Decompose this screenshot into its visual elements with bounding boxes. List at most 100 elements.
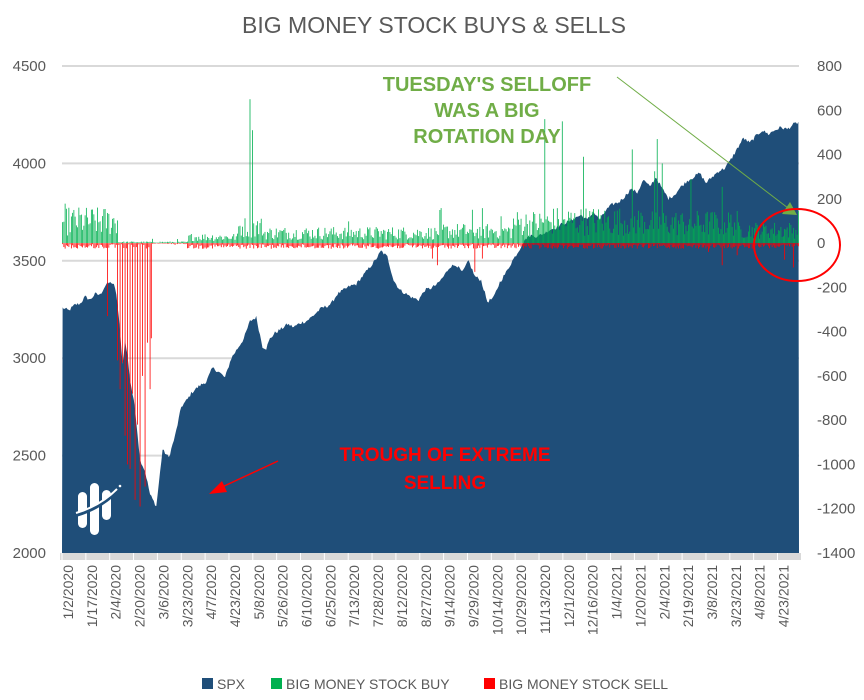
sell-bar <box>98 243 100 248</box>
sell-bar <box>323 243 325 248</box>
sell-bar <box>511 243 513 246</box>
sell-bar <box>668 243 669 248</box>
sell-bar <box>352 243 353 246</box>
buy-bar <box>193 241 195 244</box>
buy-bar <box>107 212 108 244</box>
sell-bar <box>631 243 633 248</box>
buy-bar <box>456 224 458 244</box>
sell-bar <box>534 243 536 245</box>
sell-bar <box>245 243 247 249</box>
sell-bar <box>583 243 584 248</box>
buy-bar <box>368 229 370 244</box>
sell-bar <box>340 243 342 245</box>
buy-bar <box>424 236 426 244</box>
buy-bar <box>242 226 243 244</box>
sell-bar <box>75 243 77 248</box>
sell-bar <box>538 243 539 246</box>
buy-bar <box>333 227 335 244</box>
sell-bar <box>248 243 250 245</box>
buy-bar <box>377 228 378 244</box>
buy-bar <box>685 225 687 244</box>
buy-bar <box>390 234 392 244</box>
buy-bar <box>797 210 799 244</box>
buy-bar <box>741 237 743 244</box>
sell-bar <box>406 243 408 245</box>
sell-bar <box>104 243 106 248</box>
sell-bar <box>405 243 407 245</box>
buy-bar <box>229 238 231 244</box>
sell-bar <box>479 243 481 248</box>
buy-bar <box>524 226 526 244</box>
y-left-tick-label: 4500 <box>13 58 46 75</box>
buy-bar <box>334 234 336 244</box>
sell-bar <box>559 243 561 245</box>
buy-bar <box>758 227 759 244</box>
buy-bar <box>203 238 205 244</box>
legend-item-spx[interactable]: SPX <box>202 676 246 692</box>
buy-bar <box>780 226 782 244</box>
buy-bar <box>551 233 553 244</box>
sell-bar <box>259 243 261 245</box>
sell-bar <box>238 243 240 247</box>
buy-bar <box>247 231 248 244</box>
buy-bar <box>554 225 556 244</box>
buy-bar <box>609 228 611 244</box>
sell-bar <box>194 243 196 249</box>
buy-bar <box>283 229 285 244</box>
sell-bar <box>224 243 226 246</box>
sell-bar <box>766 243 768 245</box>
sell-bar <box>189 243 191 247</box>
y-left-tick-label: 3000 <box>13 350 46 367</box>
sell-bar <box>292 243 293 247</box>
sell-bar <box>461 243 463 245</box>
buy-bar <box>192 241 193 244</box>
buy-bar <box>418 236 420 244</box>
buy-bar <box>499 235 501 244</box>
legend-item-sell[interactable]: BIG MONEY STOCK SELL <box>484 676 668 692</box>
buy-bar <box>105 228 107 244</box>
buy-bar <box>202 234 203 244</box>
buy-bar <box>303 234 305 244</box>
sell-bar <box>393 243 395 247</box>
sell-bar <box>696 243 698 246</box>
buy-bar <box>458 236 460 244</box>
buy-bar <box>300 238 302 244</box>
buy-bar <box>651 211 653 244</box>
sell-bar <box>633 243 634 245</box>
sell-bar <box>418 243 420 247</box>
buy-bar <box>270 230 272 244</box>
sell-bar <box>655 243 657 245</box>
buy-bar <box>314 235 316 244</box>
sell-bar <box>786 243 788 246</box>
legend-label-buy: BIG MONEY STOCK BUY <box>286 676 450 692</box>
buy-bar <box>560 224 562 244</box>
buy-bar <box>84 215 86 244</box>
sell-bar <box>734 243 736 248</box>
buy-bar <box>654 171 656 244</box>
sell-bar <box>772 243 774 246</box>
buy-bar <box>183 241 185 244</box>
sell-bar <box>716 243 718 245</box>
buy-bar <box>678 220 679 244</box>
annotation-highlight-circle <box>753 208 841 282</box>
sell-bar <box>153 243 155 244</box>
sell-bar <box>62 243 64 245</box>
sell-bar <box>293 243 295 248</box>
buy-bar <box>454 230 456 244</box>
buy-bar <box>665 215 667 244</box>
sell-bar <box>601 243 603 249</box>
buy-bar <box>738 222 739 244</box>
buy-bar <box>323 235 325 244</box>
sell-bar <box>586 243 588 249</box>
buy-bar <box>318 227 320 244</box>
buy-bar <box>421 237 423 244</box>
sell-bar <box>363 243 365 245</box>
x-tick-label: 4/23/2020 <box>227 565 243 627</box>
bars-layer <box>62 99 799 507</box>
buy-bar <box>705 213 707 244</box>
sell-bar <box>520 243 522 247</box>
legend-item-buy[interactable]: BIG MONEY STOCK BUY <box>271 676 450 692</box>
sell-bar <box>123 243 125 248</box>
sell-bar <box>369 243 371 245</box>
buy-bar <box>566 220 568 244</box>
